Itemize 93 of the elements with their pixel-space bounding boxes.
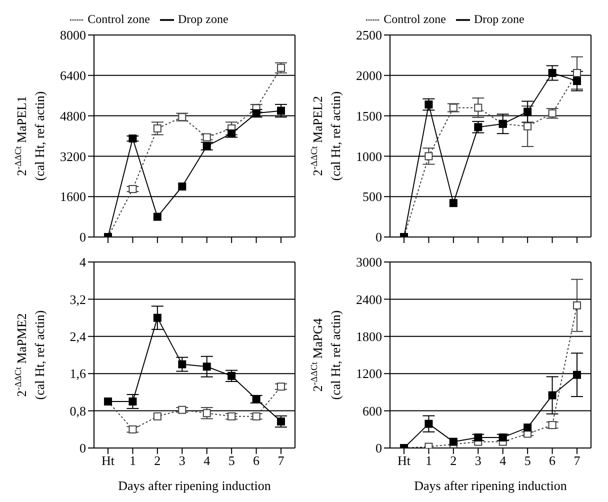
legend-label: Control zone — [88, 12, 150, 26]
x-tick-label: 5 — [524, 453, 531, 468]
y-tick-label: 6400 — [60, 68, 86, 84]
point — [524, 122, 532, 130]
point — [202, 362, 211, 371]
point — [153, 212, 162, 221]
y-tick-label: 3000 — [356, 254, 382, 270]
point — [573, 301, 581, 310]
y-tick-label: 0 — [80, 230, 86, 245]
x-tick-label: 6 — [253, 453, 260, 468]
point — [228, 129, 236, 138]
y-tick-label: 2000 — [356, 68, 382, 84]
y-tick-label: 1000 — [356, 148, 382, 164]
x-tick-label: 7 — [278, 453, 285, 468]
x-tick-label: 6 — [549, 453, 556, 468]
y-tick-label: 1,6 — [70, 366, 86, 382]
point — [548, 68, 556, 77]
point — [153, 412, 162, 420]
point — [424, 420, 433, 428]
point — [178, 406, 186, 414]
point — [474, 123, 482, 132]
point — [548, 421, 556, 430]
point — [474, 433, 482, 442]
legend-label: Control zone — [384, 12, 446, 26]
point — [277, 106, 285, 115]
point — [548, 391, 556, 400]
point — [153, 314, 162, 322]
y-tick-label: 0,8 — [70, 403, 86, 418]
y-tick-label: 2400 — [356, 292, 382, 307]
y-tick-label: 1200 — [356, 366, 382, 382]
point — [573, 68, 581, 77]
point — [202, 409, 211, 418]
point — [449, 438, 458, 446]
point — [202, 142, 211, 150]
x-axis-title: Days after ripening induction — [118, 478, 272, 493]
y-tick-label: 0 — [376, 230, 382, 245]
point — [153, 124, 162, 132]
y-tick-label: 1500 — [356, 108, 382, 124]
y-tick-label: 2500 — [356, 28, 382, 43]
y-tick-label: 1600 — [60, 189, 86, 204]
x-tick-label: 7 — [574, 453, 581, 468]
point — [128, 425, 137, 434]
x-tick-label: 2 — [154, 453, 161, 468]
point — [178, 113, 186, 122]
y-tick-label: 500 — [362, 189, 382, 204]
point — [474, 104, 482, 112]
point — [424, 100, 433, 108]
point — [252, 412, 260, 420]
y-tick-label: 8000 — [60, 28, 86, 43]
y-tick-label: 4 — [80, 254, 86, 270]
point — [277, 417, 285, 426]
y-tick-label: 0 — [376, 440, 382, 456]
legend-label: Drop zone — [474, 12, 524, 26]
point — [178, 360, 186, 368]
x-tick-label: Ht — [102, 453, 115, 468]
x-tick-label: Ht — [398, 453, 411, 468]
y-tick-label: 0 — [80, 440, 86, 456]
point — [228, 372, 236, 380]
point — [128, 398, 137, 406]
point — [498, 433, 507, 442]
point — [449, 104, 458, 112]
point — [573, 370, 581, 379]
x-axis-title: Days after ripening induction — [414, 478, 568, 493]
point — [252, 109, 260, 118]
legend-label: Drop zone — [178, 12, 228, 26]
point — [178, 182, 186, 190]
y-tick-label: 4800 — [60, 108, 86, 124]
x-tick-label: 5 — [228, 453, 235, 468]
y-tick-label: 2,4 — [70, 329, 86, 344]
point — [424, 152, 433, 160]
point — [548, 109, 556, 118]
y-tick-label: 3200 — [60, 148, 86, 164]
point — [252, 395, 260, 404]
x-tick-label: 2 — [450, 453, 457, 468]
y-tick-label: 3,2 — [70, 292, 86, 307]
x-tick-label: 3 — [178, 453, 186, 468]
x-tick-label: 4 — [500, 453, 507, 468]
point — [277, 64, 285, 72]
y-tick-label: 1800 — [356, 329, 382, 344]
x-tick-label: 3 — [474, 453, 482, 468]
point — [449, 199, 458, 208]
point — [524, 108, 532, 116]
point — [202, 133, 211, 142]
x-tick-label: 1 — [129, 453, 136, 468]
point — [277, 382, 285, 391]
x-tick-label: 1 — [425, 453, 432, 468]
point — [524, 424, 532, 432]
x-tick-label: 4 — [204, 453, 211, 468]
point — [573, 77, 581, 86]
point — [128, 185, 137, 194]
point — [228, 412, 236, 420]
point — [128, 134, 137, 143]
y-tick-label: 600 — [362, 403, 382, 418]
